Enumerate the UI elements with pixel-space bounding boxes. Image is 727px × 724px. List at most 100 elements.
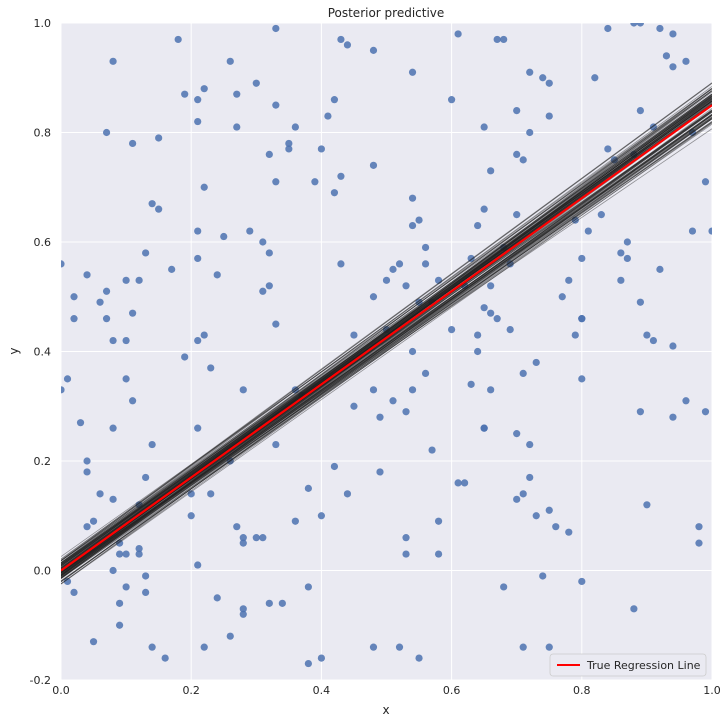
posterior-sample-line [61,114,712,574]
data-point [181,353,189,361]
data-point [122,276,130,284]
data-point [487,309,495,317]
data-points [61,23,712,668]
data-point [643,331,651,339]
data-point [434,550,443,558]
data-point [155,134,163,142]
data-point [252,79,260,87]
data-point [636,298,644,306]
data-point [545,79,553,87]
data-point [448,96,456,104]
data-point [265,249,273,257]
posterior-sample-line [61,98,712,570]
data-point [708,227,712,235]
data-point [487,167,495,175]
posterior-sample-line [61,110,712,577]
data-point [304,659,312,668]
data-point [61,386,65,394]
data-point [187,512,195,520]
data-point [565,528,573,536]
data-point [207,364,215,372]
posterior-sample-line [61,100,712,565]
data-point [83,523,91,531]
data-point [291,386,299,394]
data-point [129,309,137,317]
data-point [448,326,456,334]
posterior-sample-line [61,123,712,579]
data-point [643,501,651,509]
data-point [63,375,72,383]
posterior-sample-line [61,97,712,567]
data-point [669,342,677,350]
x-tick-label: 0.0 [52,684,70,697]
data-point [330,189,339,197]
data-point [122,583,130,591]
data-point [578,577,586,586]
data-point [487,282,495,290]
data-point [376,413,384,421]
posterior-sample-line [61,102,712,569]
data-point [194,117,202,126]
posterior-sample-line [61,103,712,568]
data-point [408,386,417,394]
data-point [395,643,404,651]
data-point [200,183,208,191]
data-point [181,90,189,98]
posterior-sample-line [61,111,712,575]
data-point [408,68,417,76]
data-point [102,315,111,323]
legend-box [549,653,707,677]
data-point [213,594,221,602]
posterior-sample-line [61,82,712,561]
posterior-sample-line [61,99,712,569]
data-point [265,150,273,158]
data-point [513,150,521,158]
data-point [102,287,111,295]
posterior-sample-line [61,95,712,562]
true-line [61,104,712,572]
posterior-sample-line [61,82,712,561]
data-point [408,221,417,230]
data-point [239,534,247,542]
data-point [506,260,514,268]
data-point [701,408,710,416]
y-tick-label: -0.2 [30,674,51,687]
data-point [135,276,143,284]
posterior-sample-line [61,117,712,574]
posterior-sample-line [61,87,712,567]
data-point [304,484,312,492]
data-point [239,605,247,613]
data-point [330,96,339,104]
data-point [96,298,104,306]
data-point [415,298,423,306]
data-point [519,156,527,164]
data-point [402,550,410,558]
data-point [239,539,247,547]
data-point [604,145,612,153]
data-point [578,315,586,323]
data-point [194,336,202,345]
x-axis-label: x [382,703,389,717]
data-point [285,145,293,153]
data-point [434,276,443,284]
data-point [96,490,104,498]
data-point [109,57,117,65]
posterior-sample-line [61,94,712,567]
data-point [233,523,241,531]
data-point [454,479,462,487]
posterior-sample-line [61,115,712,580]
posterior-sample-line [61,83,712,562]
data-point [135,550,143,558]
data-point [369,643,378,651]
data-point [369,46,378,54]
data-point [207,490,215,498]
data-point [506,326,514,334]
posterior-sample-line [61,97,712,564]
data-point [350,402,358,410]
data-point [493,315,501,323]
data-point [519,490,527,498]
data-point [61,260,65,268]
data-point [311,178,319,186]
data-point [272,101,280,109]
